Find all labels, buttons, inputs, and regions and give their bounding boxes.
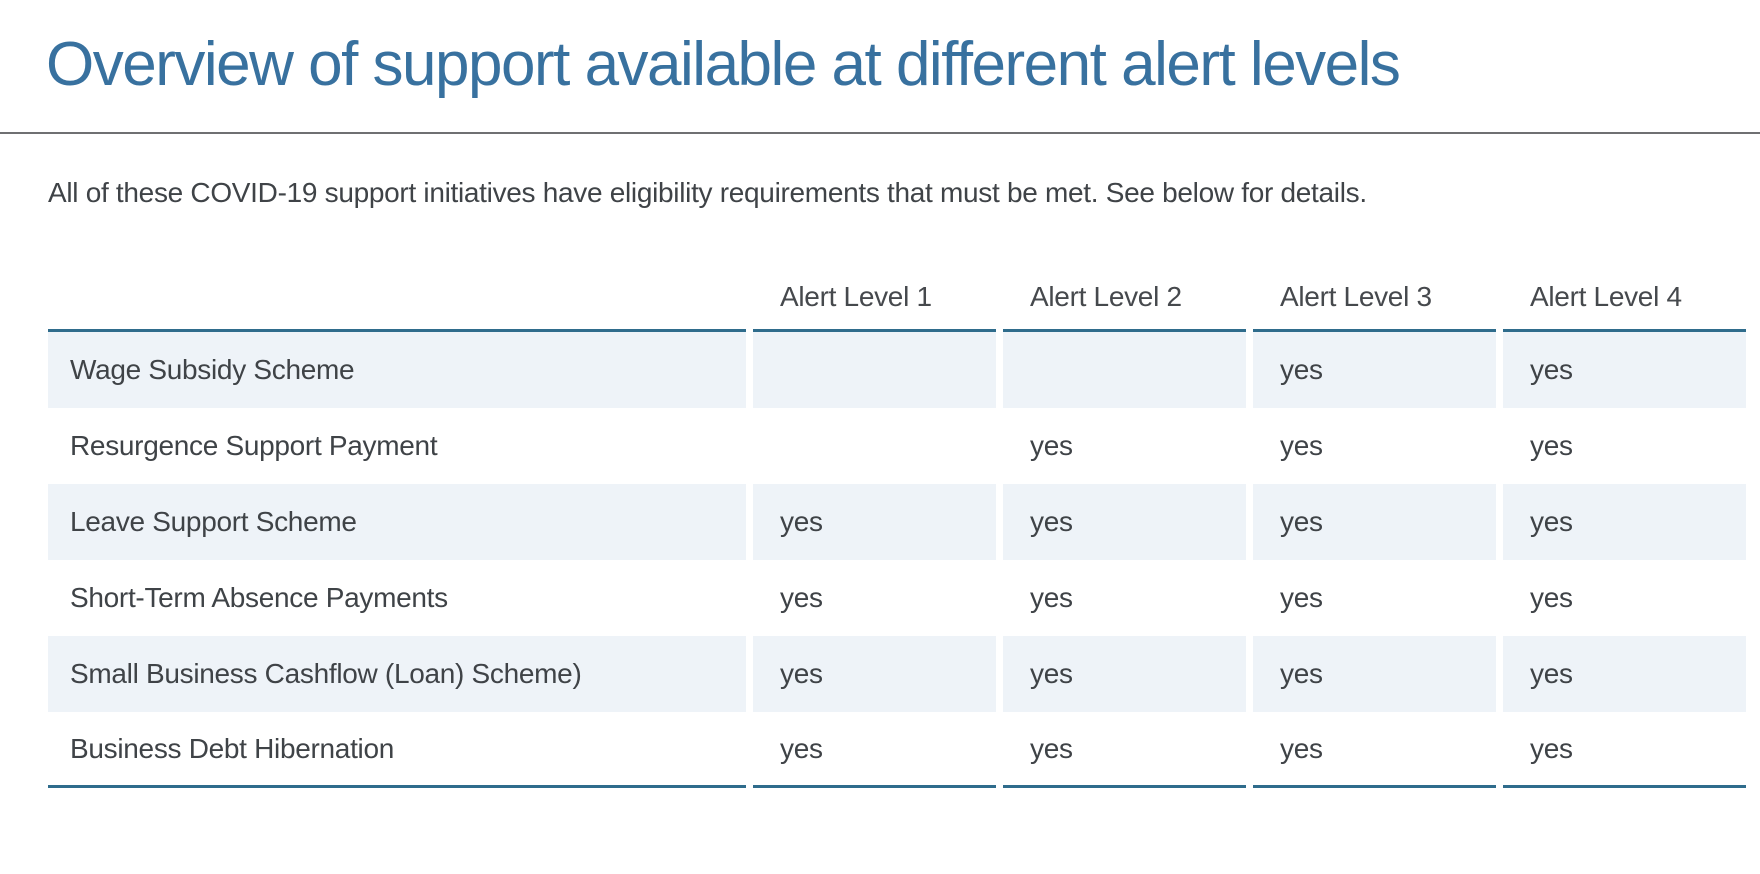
cell-value: yes bbox=[753, 484, 996, 560]
cell-value: yes bbox=[1503, 332, 1746, 408]
column-header-alert-level-1: Alert Level 1 bbox=[753, 272, 996, 332]
row-label: Short-Term Absence Payments bbox=[70, 582, 448, 613]
cell-value: yes bbox=[1253, 636, 1496, 712]
cell-value: yes bbox=[1503, 636, 1746, 712]
cell-value: yes bbox=[1030, 430, 1073, 461]
row-label: Small Business Cashflow (Loan) Scheme) bbox=[48, 636, 746, 712]
cell-value: yes bbox=[753, 636, 996, 712]
row-label: Leave Support Scheme bbox=[48, 484, 746, 560]
row-label: Wage Subsidy Scheme bbox=[48, 332, 746, 408]
cell-value bbox=[753, 408, 996, 484]
cell-value: yes bbox=[1280, 430, 1323, 461]
cell-value bbox=[753, 332, 996, 408]
cell-value: yes bbox=[1003, 636, 1246, 712]
cell-value: yes bbox=[1503, 484, 1746, 560]
cell-value: yes bbox=[780, 582, 823, 613]
column-header-alert-level-3: Alert Level 3 bbox=[1253, 272, 1496, 332]
cell-value: yes bbox=[1253, 332, 1496, 408]
row-label: Resurgence Support Payment bbox=[70, 430, 438, 461]
cell-value: yes bbox=[1503, 712, 1746, 788]
cell-value: yes bbox=[1253, 484, 1496, 560]
cell-value: yes bbox=[1030, 582, 1073, 613]
cell-value: yes bbox=[753, 712, 996, 788]
page-title: Overview of support available at differe… bbox=[46, 30, 1401, 99]
cell-value: yes bbox=[1003, 484, 1246, 560]
column-header-alert-level-2: Alert Level 2 bbox=[1003, 272, 1246, 332]
cell-value: yes bbox=[1280, 582, 1323, 613]
row-label: Business Debt Hibernation bbox=[48, 712, 746, 788]
intro-text: All of these COVID-19 support initiative… bbox=[48, 177, 1367, 208]
title-divider bbox=[0, 132, 1760, 134]
cell-value bbox=[1003, 332, 1246, 408]
cell-value: yes bbox=[1530, 430, 1573, 461]
cell-value: yes bbox=[1530, 582, 1573, 613]
table-corner-cell bbox=[48, 272, 746, 332]
cell-value: yes bbox=[1003, 712, 1246, 788]
column-header-alert-level-4: Alert Level 4 bbox=[1503, 272, 1746, 332]
page: Overview of support available at differe… bbox=[0, 28, 1760, 788]
cell-value: yes bbox=[1253, 712, 1496, 788]
